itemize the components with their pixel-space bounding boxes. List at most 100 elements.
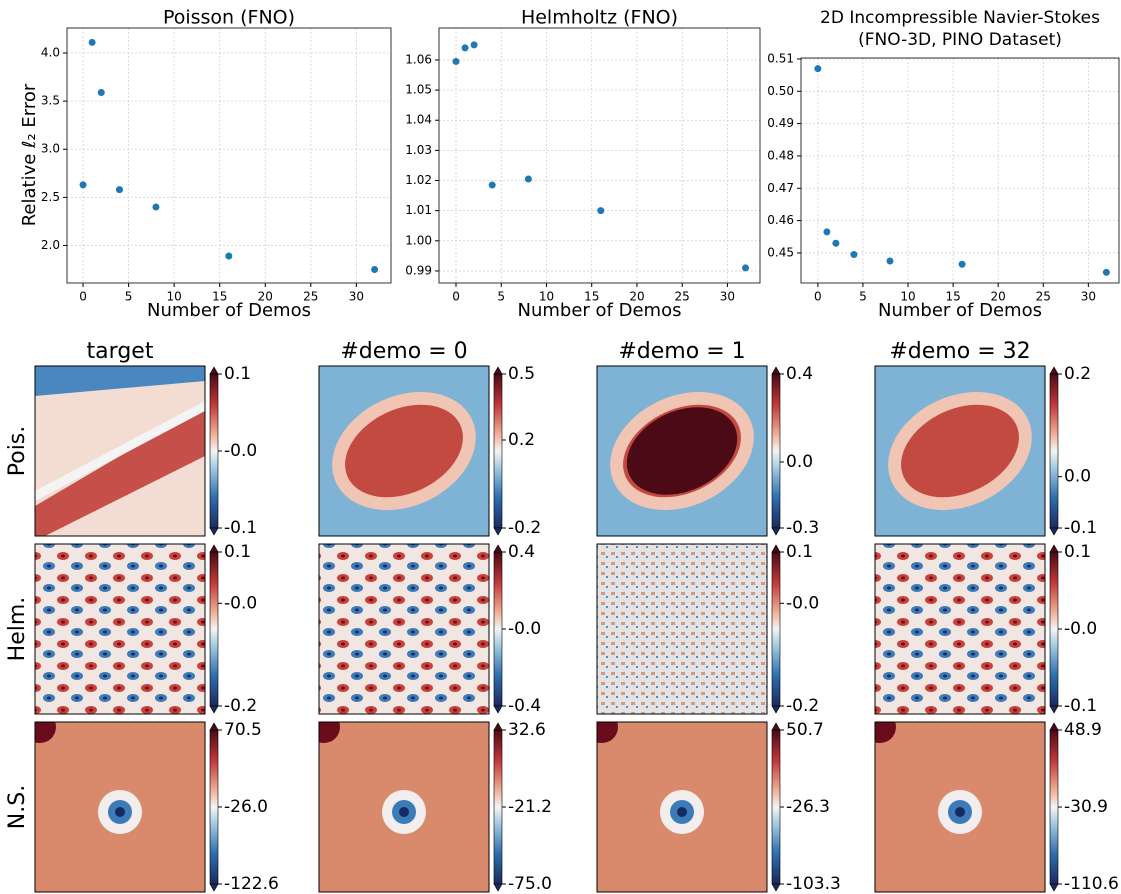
colorbar-extend — [1049, 705, 1059, 714]
colorbar-extend — [1049, 883, 1059, 892]
heatmap-content — [597, 722, 767, 892]
x-tick-label: 30 — [349, 290, 364, 304]
colorbar-tick-label: -110.6 — [1064, 874, 1119, 894]
x-tick-label: 20 — [991, 290, 1006, 304]
colorbar-extend — [209, 722, 219, 731]
corner — [875, 722, 896, 743]
colorbar — [209, 551, 219, 707]
frame — [874, 543, 1046, 715]
heatmap-image — [34, 721, 206, 893]
column-title: #demo = 32 — [889, 339, 1030, 364]
frame — [34, 543, 206, 715]
colorbar-extend — [493, 366, 503, 375]
y-tick-label: 4.0 — [41, 46, 60, 60]
y-tick-label: 2.0 — [41, 238, 60, 252]
x-tick-label: 5 — [859, 290, 867, 304]
colorbar-tick-label: -0.4 — [508, 696, 541, 716]
point — [850, 251, 858, 259]
row-label: Helm. — [5, 597, 30, 662]
colorbar-extend — [209, 366, 219, 375]
plot-frame — [438, 27, 761, 284]
frame — [34, 365, 206, 537]
heatmap-image — [874, 543, 1046, 715]
heatmap-image — [596, 721, 768, 893]
colorbar — [771, 729, 781, 885]
colorbar-tick-label: 0.5 — [508, 364, 535, 384]
point — [823, 228, 831, 236]
colorbar-tick-label: 32.6 — [508, 720, 546, 740]
blob — [345, 404, 463, 498]
heatmap-image — [596, 365, 768, 537]
colorbar-tick-label: -0.1 — [1064, 518, 1097, 538]
colorbar — [1049, 551, 1059, 707]
x-tick-label: 30 — [720, 290, 735, 304]
colorbar-extend — [1049, 366, 1059, 375]
point — [832, 239, 840, 247]
column-title: #demo = 1 — [618, 339, 745, 364]
y-tick-label: 1.02 — [405, 173, 432, 187]
point — [88, 38, 96, 46]
y-axis-label: Relative ℓ₂ Error — [19, 83, 40, 226]
colorbar — [493, 729, 503, 885]
point — [886, 257, 894, 265]
chart-title: Helmholtz (FNO) — [521, 7, 678, 29]
y-tick-label: 0.46 — [767, 213, 794, 227]
colorbar — [771, 551, 781, 707]
x-tick-label: 5 — [125, 290, 133, 304]
vortex — [115, 807, 125, 817]
x-tick-label: 25 — [303, 290, 318, 304]
colorbar-tick-label: 0.4 — [786, 364, 813, 384]
point — [115, 186, 123, 194]
heatmap-content — [35, 366, 205, 536]
colorbar-tick-label: -26.0 — [224, 797, 268, 817]
point — [1102, 268, 1110, 276]
colorbar-extend — [209, 883, 219, 892]
colorbar-tick-label: 0.1 — [1064, 542, 1091, 562]
point — [452, 57, 460, 65]
y-tick-label: 0.45 — [767, 245, 794, 259]
field — [319, 544, 489, 714]
y-tick-label: 0.51 — [767, 51, 794, 65]
frame — [318, 721, 490, 893]
colorbar-tick-label: -0.0 — [508, 619, 541, 639]
point — [152, 203, 160, 211]
colorbar-tick-label: -30.9 — [1064, 797, 1108, 817]
colorbar-tick-label: -0.0 — [224, 593, 257, 613]
point — [524, 175, 532, 183]
band — [35, 366, 205, 396]
colorbar-extend — [1049, 722, 1059, 731]
x-axis-label: Number of Demos — [147, 300, 311, 321]
colorbar-tick-label: -0.0 — [786, 593, 819, 613]
colorbar-tick-label: 48.9 — [1064, 720, 1102, 740]
point — [814, 65, 822, 73]
heatmap-content — [597, 544, 767, 714]
colorbar-tick-label: 70.5 — [224, 720, 262, 740]
chart-title: 2D Incompressible Navier-Stokes — [820, 8, 1100, 28]
y-tick-label: 0.50 — [767, 84, 794, 98]
colorbar-tick-label: 0.2 — [508, 430, 535, 450]
heatmap-image — [318, 721, 490, 893]
colorbar-extend — [209, 527, 219, 536]
heatmap-content — [875, 366, 1045, 536]
x-tick-label: 25 — [1036, 290, 1051, 304]
colorbar-tick-label: -103.3 — [786, 874, 841, 894]
x-tick-label: 10 — [167, 290, 182, 304]
y-tick-label: 3.0 — [41, 142, 60, 156]
band — [35, 406, 205, 536]
colorbar-tick-label: -0.2 — [224, 696, 257, 716]
point — [225, 252, 233, 260]
colorbar — [209, 373, 219, 529]
point — [958, 260, 966, 268]
x-axis-label: Number of Demos — [518, 300, 682, 321]
x-tick-label: 0 — [452, 290, 460, 304]
colorbar-extend — [209, 544, 219, 553]
colorbar-extend — [1049, 527, 1059, 536]
colorbar-tick-label: -75.0 — [508, 874, 552, 894]
y-tick-label: 1.05 — [405, 83, 432, 97]
y-tick-label: 1.03 — [405, 143, 432, 157]
colorbar-extend — [493, 883, 503, 892]
y-tick-label: 2.5 — [41, 190, 60, 204]
plot-frame — [800, 57, 1120, 284]
